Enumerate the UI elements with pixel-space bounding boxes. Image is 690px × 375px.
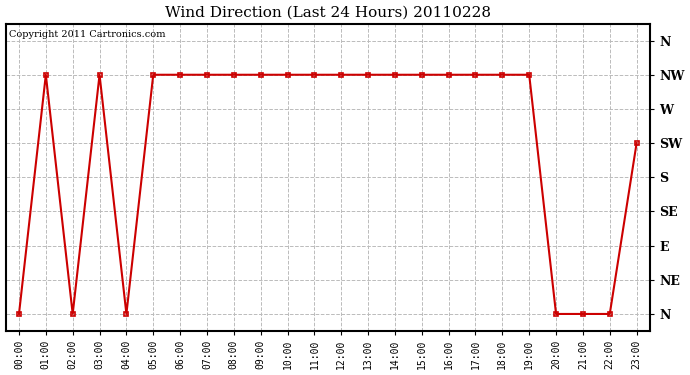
- Text: Copyright 2011 Cartronics.com: Copyright 2011 Cartronics.com: [9, 30, 166, 39]
- Title: Wind Direction (Last 24 Hours) 20110228: Wind Direction (Last 24 Hours) 20110228: [165, 6, 491, 20]
